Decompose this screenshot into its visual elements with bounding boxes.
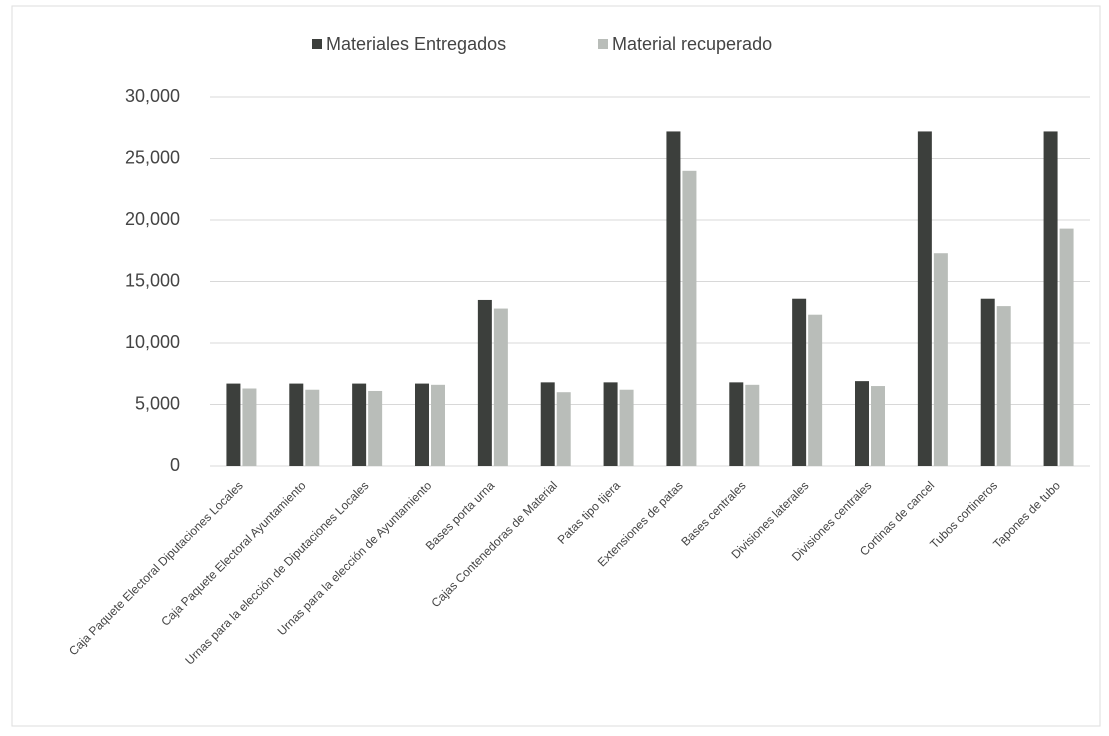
bar bbox=[603, 382, 618, 466]
bar bbox=[871, 386, 885, 466]
bar bbox=[792, 298, 807, 466]
y-tick-label: 10,000 bbox=[125, 332, 180, 352]
bar bbox=[917, 131, 932, 466]
bar bbox=[729, 382, 744, 466]
y-tick-label: 5,000 bbox=[135, 393, 180, 413]
bar bbox=[745, 384, 760, 466]
bar bbox=[305, 389, 320, 466]
bar bbox=[242, 388, 257, 466]
legend-swatch bbox=[312, 39, 322, 49]
bar bbox=[415, 383, 429, 466]
y-tick-label: 0 bbox=[170, 455, 180, 475]
legend-swatch bbox=[598, 39, 608, 49]
bar bbox=[556, 392, 571, 466]
y-tick-label: 15,000 bbox=[125, 270, 180, 290]
y-tick-label: 30,000 bbox=[125, 86, 180, 106]
bar bbox=[1043, 131, 1058, 466]
bar bbox=[368, 390, 383, 466]
y-tick-label: 25,000 bbox=[125, 147, 180, 167]
bar bbox=[540, 382, 555, 466]
bar bbox=[493, 308, 508, 466]
bar bbox=[352, 383, 367, 466]
bar bbox=[996, 306, 1011, 466]
bar bbox=[289, 383, 304, 466]
bar bbox=[855, 381, 869, 466]
bar bbox=[619, 389, 634, 466]
bar bbox=[933, 253, 948, 466]
bar bbox=[980, 298, 995, 466]
legend-label: Material recuperado bbox=[612, 34, 772, 54]
bar bbox=[682, 170, 697, 467]
bar bbox=[808, 314, 823, 466]
y-tick-label: 20,000 bbox=[125, 209, 180, 229]
legend-label: Materiales Entregados bbox=[326, 34, 506, 54]
bar bbox=[431, 384, 445, 466]
bar bbox=[1059, 228, 1074, 466]
bar bbox=[226, 383, 241, 466]
bar bbox=[666, 131, 681, 466]
bar bbox=[477, 299, 492, 466]
